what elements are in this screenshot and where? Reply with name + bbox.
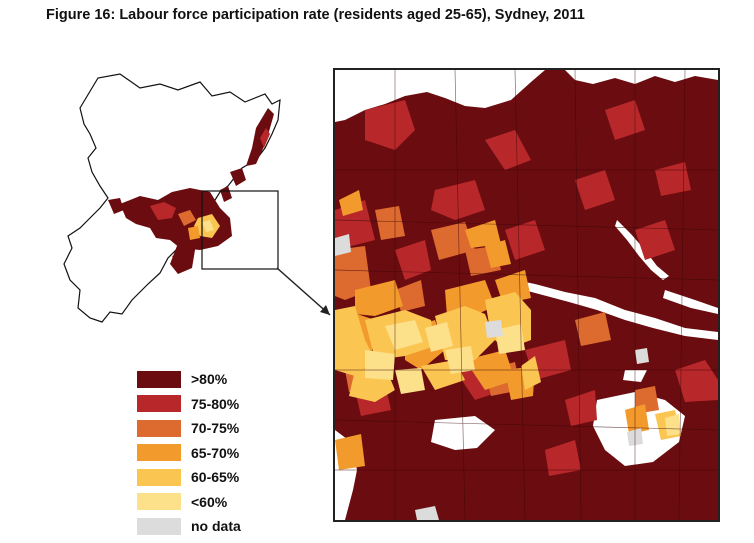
legend-label: 65-70% — [191, 444, 240, 461]
legend-item: no data — [137, 514, 241, 539]
legend-label: >80% — [191, 371, 228, 388]
inset-box — [201, 190, 279, 270]
legend-swatch — [137, 395, 181, 413]
non-urban-area — [335, 70, 545, 122]
waterway — [505, 278, 718, 340]
legend-label: no data — [191, 518, 241, 535]
legend-item: 70-75% — [137, 416, 241, 441]
legend-swatch — [137, 370, 181, 388]
legend-swatch — [137, 493, 181, 511]
legend-swatch — [137, 444, 181, 462]
legend-item: >80% — [137, 367, 241, 392]
legend-swatch — [137, 468, 181, 486]
legend-item: 75-80% — [137, 392, 241, 417]
legend-swatch — [137, 517, 181, 535]
legend-swatch — [137, 419, 181, 437]
legend-label: 60-65% — [191, 469, 240, 486]
zoom-map — [333, 68, 720, 522]
legend-label: <60% — [191, 493, 228, 510]
overview-map — [60, 68, 285, 333]
figure-title: Figure 16: Labour force participation ra… — [46, 7, 585, 23]
legend-label: 70-75% — [191, 420, 240, 437]
legend-item: <60% — [137, 490, 241, 515]
map-legend: >80% 75-80% 70-75% 65-70% 60-65% <60% no… — [137, 367, 241, 539]
legend-item: 65-70% — [137, 441, 241, 466]
legend-label: 75-80% — [191, 395, 240, 412]
legend-item: 60-65% — [137, 465, 241, 490]
